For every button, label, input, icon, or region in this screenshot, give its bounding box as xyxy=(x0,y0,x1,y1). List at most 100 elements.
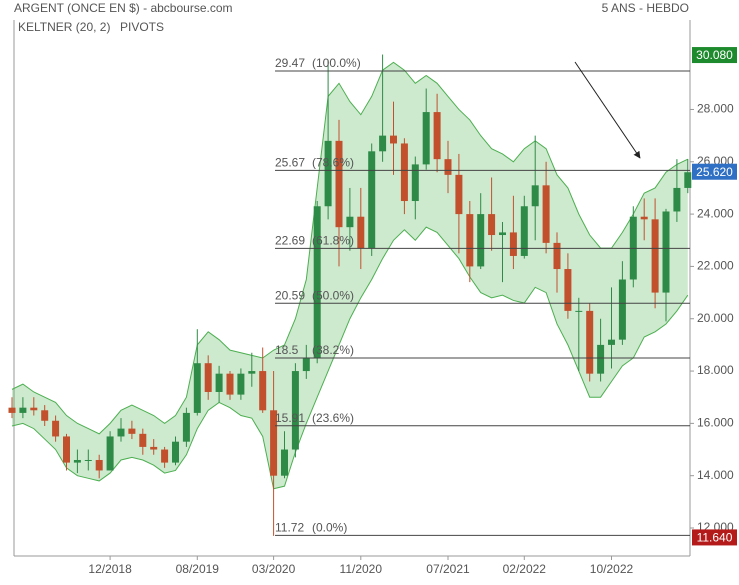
candle-body xyxy=(63,436,70,463)
x-tick-label: 02/2022 xyxy=(503,562,547,576)
candle-body xyxy=(84,459,92,461)
candle-body xyxy=(215,373,223,392)
candle-body xyxy=(531,185,539,207)
x-tick-label: 10/2022 xyxy=(590,562,634,576)
pivot-percent: (78.6%) xyxy=(312,156,354,170)
candle-body xyxy=(117,428,125,437)
candle-body xyxy=(248,371,256,374)
candle-body xyxy=(237,373,245,395)
y-tick-label: 22.000 xyxy=(697,259,734,273)
candle-body xyxy=(19,407,27,413)
x-tick-label: 11/2020 xyxy=(340,562,383,576)
candle-body xyxy=(618,279,626,340)
keltner-lower xyxy=(11,226,689,490)
pivot-price: 20.59 xyxy=(275,288,305,302)
price-tag xyxy=(692,529,737,546)
candle-body xyxy=(204,363,212,392)
y-tick-label: 14.000 xyxy=(697,468,734,482)
candle-body xyxy=(509,232,517,256)
pivot-percent: (50.0%) xyxy=(312,288,354,302)
pivot-percent: (23.6%) xyxy=(312,411,354,425)
y-tick-label: 24.000 xyxy=(697,206,734,220)
candle-body xyxy=(455,174,463,215)
candle-body xyxy=(335,140,343,228)
pivot-percent: (61.8%) xyxy=(312,234,354,248)
candle-body xyxy=(259,371,267,411)
pivot-percent: (100.0%) xyxy=(312,56,361,70)
indicator-label: PIVOTS xyxy=(120,20,164,34)
candle-body xyxy=(608,339,615,345)
pivot-price: 18.5 xyxy=(275,343,299,357)
candle-body xyxy=(542,185,550,243)
x-tick-label: 03/2020 xyxy=(252,562,296,576)
candle-body xyxy=(651,219,659,293)
candle-body xyxy=(411,164,419,202)
pivot-percent: (0.0%) xyxy=(312,521,347,535)
candle-body xyxy=(281,449,288,476)
candle-body xyxy=(444,159,452,175)
annotation-arrow xyxy=(574,61,641,159)
y-tick-label: 20.000 xyxy=(697,311,734,325)
candle-body xyxy=(466,214,474,267)
pivot-price: 29.47 xyxy=(275,56,305,70)
candle-body xyxy=(553,242,561,270)
price-tag xyxy=(692,163,737,180)
candle-body xyxy=(368,151,376,249)
candle-body xyxy=(41,410,49,421)
candle-body xyxy=(313,206,321,358)
candle-body xyxy=(324,140,332,207)
candle-body xyxy=(302,357,310,372)
candle-body xyxy=(8,407,16,413)
candle-body xyxy=(139,433,147,447)
pivot-percent: (38.2%) xyxy=(312,343,354,357)
candle-body xyxy=(586,310,594,374)
price-tag-label: 11.640 xyxy=(697,531,733,545)
candle-body xyxy=(357,216,365,249)
candle-body xyxy=(422,112,430,165)
chart-title: ARGENT (ONCE EN $) - abcbourse.com xyxy=(14,1,233,15)
y-tick-label: 28.000 xyxy=(697,102,734,116)
x-tick-label: 08/2019 xyxy=(176,562,220,576)
x-tick-label: 07/2021 xyxy=(426,562,470,576)
candle-body xyxy=(182,412,190,442)
chart-subtitle: 5 ANS - HEBDO xyxy=(602,1,689,15)
candle-body xyxy=(150,446,158,450)
candle-body xyxy=(662,211,670,293)
candle-body xyxy=(73,459,81,463)
price-tag xyxy=(692,47,737,64)
price-tag-label: 30.080 xyxy=(696,48,733,62)
candle-body xyxy=(390,135,397,144)
candle-body xyxy=(564,269,572,311)
candle-body xyxy=(95,459,103,471)
pivot-price: 25.67 xyxy=(275,156,305,170)
candle-body xyxy=(226,373,234,395)
candle-body xyxy=(499,232,506,236)
candle-body xyxy=(30,407,38,411)
candle-body xyxy=(161,449,169,463)
candle-body xyxy=(52,420,60,437)
candle-body xyxy=(673,187,681,212)
candle-body xyxy=(400,143,408,202)
x-tick-label: 12/2018 xyxy=(88,562,132,576)
candle-body xyxy=(291,371,299,450)
candle-body xyxy=(106,436,114,471)
candle-body xyxy=(172,441,179,463)
candle-body xyxy=(346,216,354,228)
candle-body xyxy=(488,214,496,236)
candle-body xyxy=(575,310,583,312)
candle-body xyxy=(477,214,485,267)
candle-body xyxy=(128,428,136,434)
candle-body xyxy=(640,216,648,220)
indicator-label: KELTNER (20, 2) xyxy=(18,20,110,34)
price-tag-label: 25.620 xyxy=(696,165,733,179)
pivot-price: 11.72 xyxy=(275,521,304,535)
y-tick-label: 18.000 xyxy=(697,363,734,377)
candle-body xyxy=(433,112,441,160)
candle-body xyxy=(520,206,528,256)
candle-body xyxy=(270,410,278,476)
candle-body xyxy=(684,172,692,188)
y-tick-label: 16.000 xyxy=(697,416,734,430)
candle-body xyxy=(379,135,387,152)
